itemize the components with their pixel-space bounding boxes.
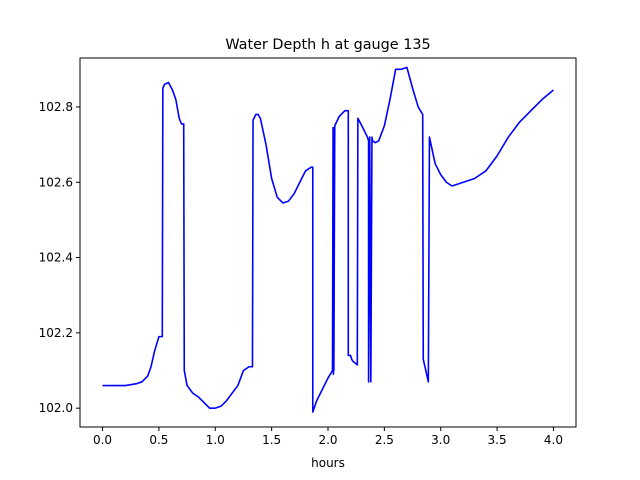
series-line-group xyxy=(102,66,554,413)
y-tick-label: 102.6 xyxy=(39,175,73,189)
y-tick-label: 102.0 xyxy=(39,401,73,415)
x-tick-label: 1.5 xyxy=(262,433,281,447)
series-line-0 xyxy=(102,66,554,413)
x-tick-label: 2.5 xyxy=(375,433,394,447)
plot-frame xyxy=(79,57,577,428)
y-tick-label: 102.8 xyxy=(39,100,73,114)
chart-title: Water Depth h at gauge 135 xyxy=(225,37,430,53)
x-tick-label: 4.0 xyxy=(544,433,563,447)
y-tick-label: 102.2 xyxy=(39,326,73,340)
y-axis: 102.0 102.2 102.4 102.6 102.8 xyxy=(39,100,80,415)
x-tick-label: 0.0 xyxy=(93,433,112,447)
y-tick-label: 102.4 xyxy=(39,251,73,265)
x-axis: 0.0 0.5 1.0 1.5 2.0 2.5 3.0 3.5 4.0 xyxy=(93,427,563,447)
x-tick-label: 2.0 xyxy=(318,433,337,447)
x-tick-label: 3.0 xyxy=(431,433,450,447)
x-tick-label: 1.0 xyxy=(206,433,225,447)
x-axis-label: hours xyxy=(311,456,345,470)
x-tick-label: 3.5 xyxy=(488,433,507,447)
x-tick-label: 0.5 xyxy=(149,433,168,447)
